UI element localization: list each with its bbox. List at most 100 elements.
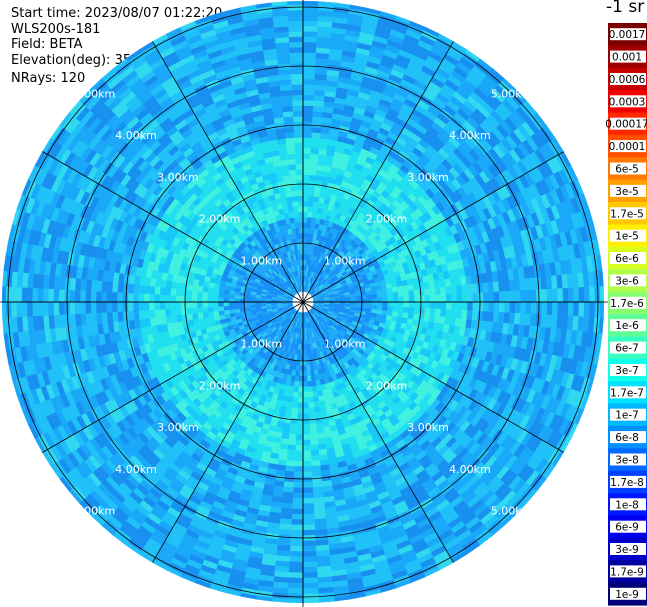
field-value: BETA: [49, 37, 83, 52]
data-cell: [302, 503, 315, 510]
data-cell: [207, 291, 214, 298]
data-cell: [288, 211, 295, 219]
data-cell: [504, 290, 511, 303]
data-cell: [143, 285, 151, 295]
data-cell: [397, 291, 405, 298]
data-cell: [398, 301, 405, 308]
data-cell: [228, 301, 235, 307]
data-cell: [312, 481, 323, 488]
data-cell: [133, 283, 140, 294]
data-cell: [293, 216, 300, 224]
data-cell: [286, 147, 296, 155]
data-cell: [176, 281, 183, 290]
data-cell: [223, 305, 230, 311]
data-cell: [196, 301, 203, 308]
data-cell: [132, 301, 139, 312]
data-cell: [249, 304, 256, 308]
data-cell: [302, 365, 307, 372]
data-cell: [482, 282, 489, 293]
data-cell: [290, 412, 298, 419]
data-cell: [403, 301, 410, 308]
field-line: Field: BETA: [11, 37, 83, 53]
data-cell: [284, 126, 295, 134]
data-cell: [298, 211, 304, 218]
data-cell: [223, 309, 230, 315]
data-cell: [228, 305, 235, 311]
data-cell: [185, 301, 192, 309]
data-cell: [424, 301, 431, 309]
data-cell: [302, 142, 312, 149]
data-cell: [170, 287, 177, 296]
data-cell: [191, 301, 198, 309]
data-cell: [302, 137, 312, 144]
data-cell: [286, 196, 293, 203]
data-cell: [212, 292, 219, 298]
data-cell: [291, 89, 304, 96]
data-cell: [492, 281, 500, 293]
data-cell: [295, 439, 304, 446]
nrays-line: NRays: 120: [11, 71, 85, 87]
data-cell: [298, 386, 304, 393]
data-cell: [154, 286, 161, 295]
data-cell: [451, 301, 458, 311]
data-cell: [297, 248, 301, 255]
data-cell: [285, 190, 293, 198]
data-cell: [164, 287, 172, 296]
data-cell: [450, 309, 458, 319]
data-cell: [308, 190, 315, 197]
data-cell: [302, 227, 308, 234]
data-cell: [302, 519, 315, 526]
data-cell: [282, 175, 291, 182]
data-cell: [302, 84, 315, 91]
data-cell: [302, 174, 310, 181]
data-cell: [111, 291, 118, 303]
data-cell: [302, 482, 313, 489]
data-cell: [207, 296, 214, 303]
data-cell: [520, 301, 527, 314]
data-cell: [138, 293, 145, 303]
data-cell: [290, 529, 304, 536]
data-cell: [196, 296, 203, 303]
data-cell: [455, 285, 463, 295]
data-cell: [288, 169, 297, 176]
data-cell: [482, 311, 489, 322]
data-cell: [315, 175, 324, 182]
data-cell: [302, 460, 312, 467]
data-cell: [292, 487, 304, 494]
data-cell: [435, 294, 442, 303]
data-cell: [302, 195, 309, 202]
data-cell: [302, 444, 312, 451]
data-cell: [127, 301, 134, 312]
data-cell: [296, 423, 304, 430]
data-cell: [295, 163, 304, 170]
data-cell: [217, 305, 225, 312]
data-cell: [292, 206, 299, 213]
data-cell: [408, 290, 415, 297]
data-cell: [159, 294, 166, 303]
data-cell: [292, 497, 304, 505]
data-cell: [313, 100, 325, 107]
data-cell: [154, 309, 161, 318]
data-cell: [292, 110, 304, 117]
data-cell: [133, 310, 140, 321]
data-cell: [281, 94, 293, 102]
data-cell: [445, 293, 452, 303]
data-cell: [95, 312, 103, 324]
data-cell: [148, 301, 155, 311]
data-cell: [202, 285, 209, 293]
data-cell: [298, 381, 304, 388]
data-cell: [387, 306, 394, 312]
data-cell: [292, 105, 304, 112]
data-cell: [196, 307, 203, 314]
data-cell: [284, 132, 295, 139]
start-time-value: 2023/08/07 01:22:20: [84, 6, 223, 21]
data-cell: [492, 311, 500, 323]
data-cell: [315, 422, 324, 429]
elevation-label: Elevation(deg):: [11, 53, 111, 68]
data-cell: [376, 297, 383, 303]
data-cell: [498, 312, 505, 324]
data-cell: [302, 407, 310, 414]
data-cell: [111, 301, 118, 313]
data-cell: [293, 211, 299, 218]
data-cell: [392, 306, 399, 313]
